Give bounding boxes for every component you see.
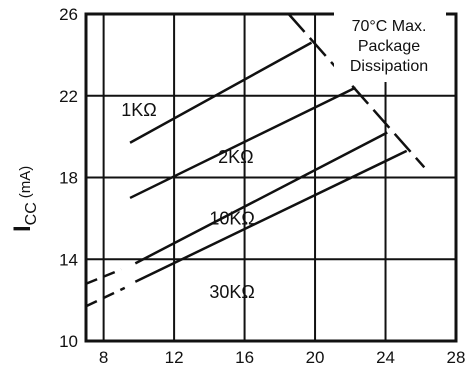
y-tick-label: 18 [59, 169, 78, 188]
annotation-line-2: Package [358, 38, 420, 55]
series-line [134, 131, 388, 265]
x-tick-label: 16 [235, 348, 254, 367]
x-tick-label: 12 [165, 348, 184, 367]
svg-text:ICC(mA): ICC (mA) [9, 166, 40, 232]
y-tick-label: 22 [59, 87, 78, 106]
x-tick-labels: 8 12 16 20 24 28 [99, 348, 466, 367]
series-labels: 1KΩ 2KΩ 10KΩ 30KΩ [121, 100, 255, 302]
series-line [134, 149, 408, 283]
plot-frame [84, 12, 458, 343]
series-line [129, 86, 357, 200]
x-tick-label: 28 [447, 348, 466, 367]
series-label: 2KΩ [218, 147, 253, 167]
x-tick-label: 24 [376, 348, 395, 367]
limit-annotation: 70°C Max. Package Dissipation [334, 10, 446, 82]
plot-border [84, 12, 458, 343]
series-line-extension [85, 286, 126, 308]
annotation-line-1: 70°C Max. [352, 18, 427, 35]
annotation-background [334, 10, 446, 82]
y-axis-label-main: I [9, 225, 36, 232]
y-axis-label-sub: CC [23, 202, 40, 225]
y-tick-label: 14 [59, 250, 78, 269]
y-axis-label: ICC (mA) [9, 166, 40, 232]
x-tick-label: 8 [99, 348, 108, 367]
dissipation-limit [287, 13, 426, 169]
x-tick-label: 20 [306, 348, 325, 367]
y-tick-labels: 10 14 18 22 26 [59, 5, 78, 351]
y-axis-label-unit: (mA) [17, 166, 34, 199]
series-lines [85, 41, 408, 308]
y-tick-label: 26 [59, 5, 78, 24]
series-label: 1KΩ [121, 100, 156, 120]
annotation-line-3: Dissipation [350, 58, 428, 75]
series-line [129, 41, 313, 144]
series-line-extension [85, 268, 122, 285]
series-label: 10KΩ [209, 209, 254, 229]
limit-line [287, 13, 426, 169]
y-tick-label: 10 [59, 332, 78, 351]
series-label: 30KΩ [209, 282, 254, 302]
